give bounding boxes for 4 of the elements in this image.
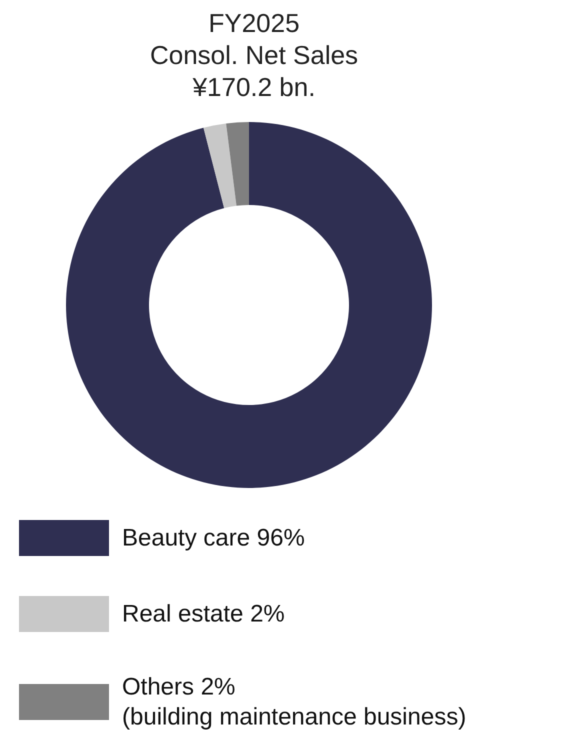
legend-label: Real estate 2% <box>122 600 285 628</box>
legend-label: Others 2% (building maintenance business) <box>122 674 466 730</box>
legend-label: Beauty care 96% <box>122 524 305 552</box>
chart-title: FY2025 Consol. Net Sales ¥170.2 bn. <box>150 8 358 102</box>
